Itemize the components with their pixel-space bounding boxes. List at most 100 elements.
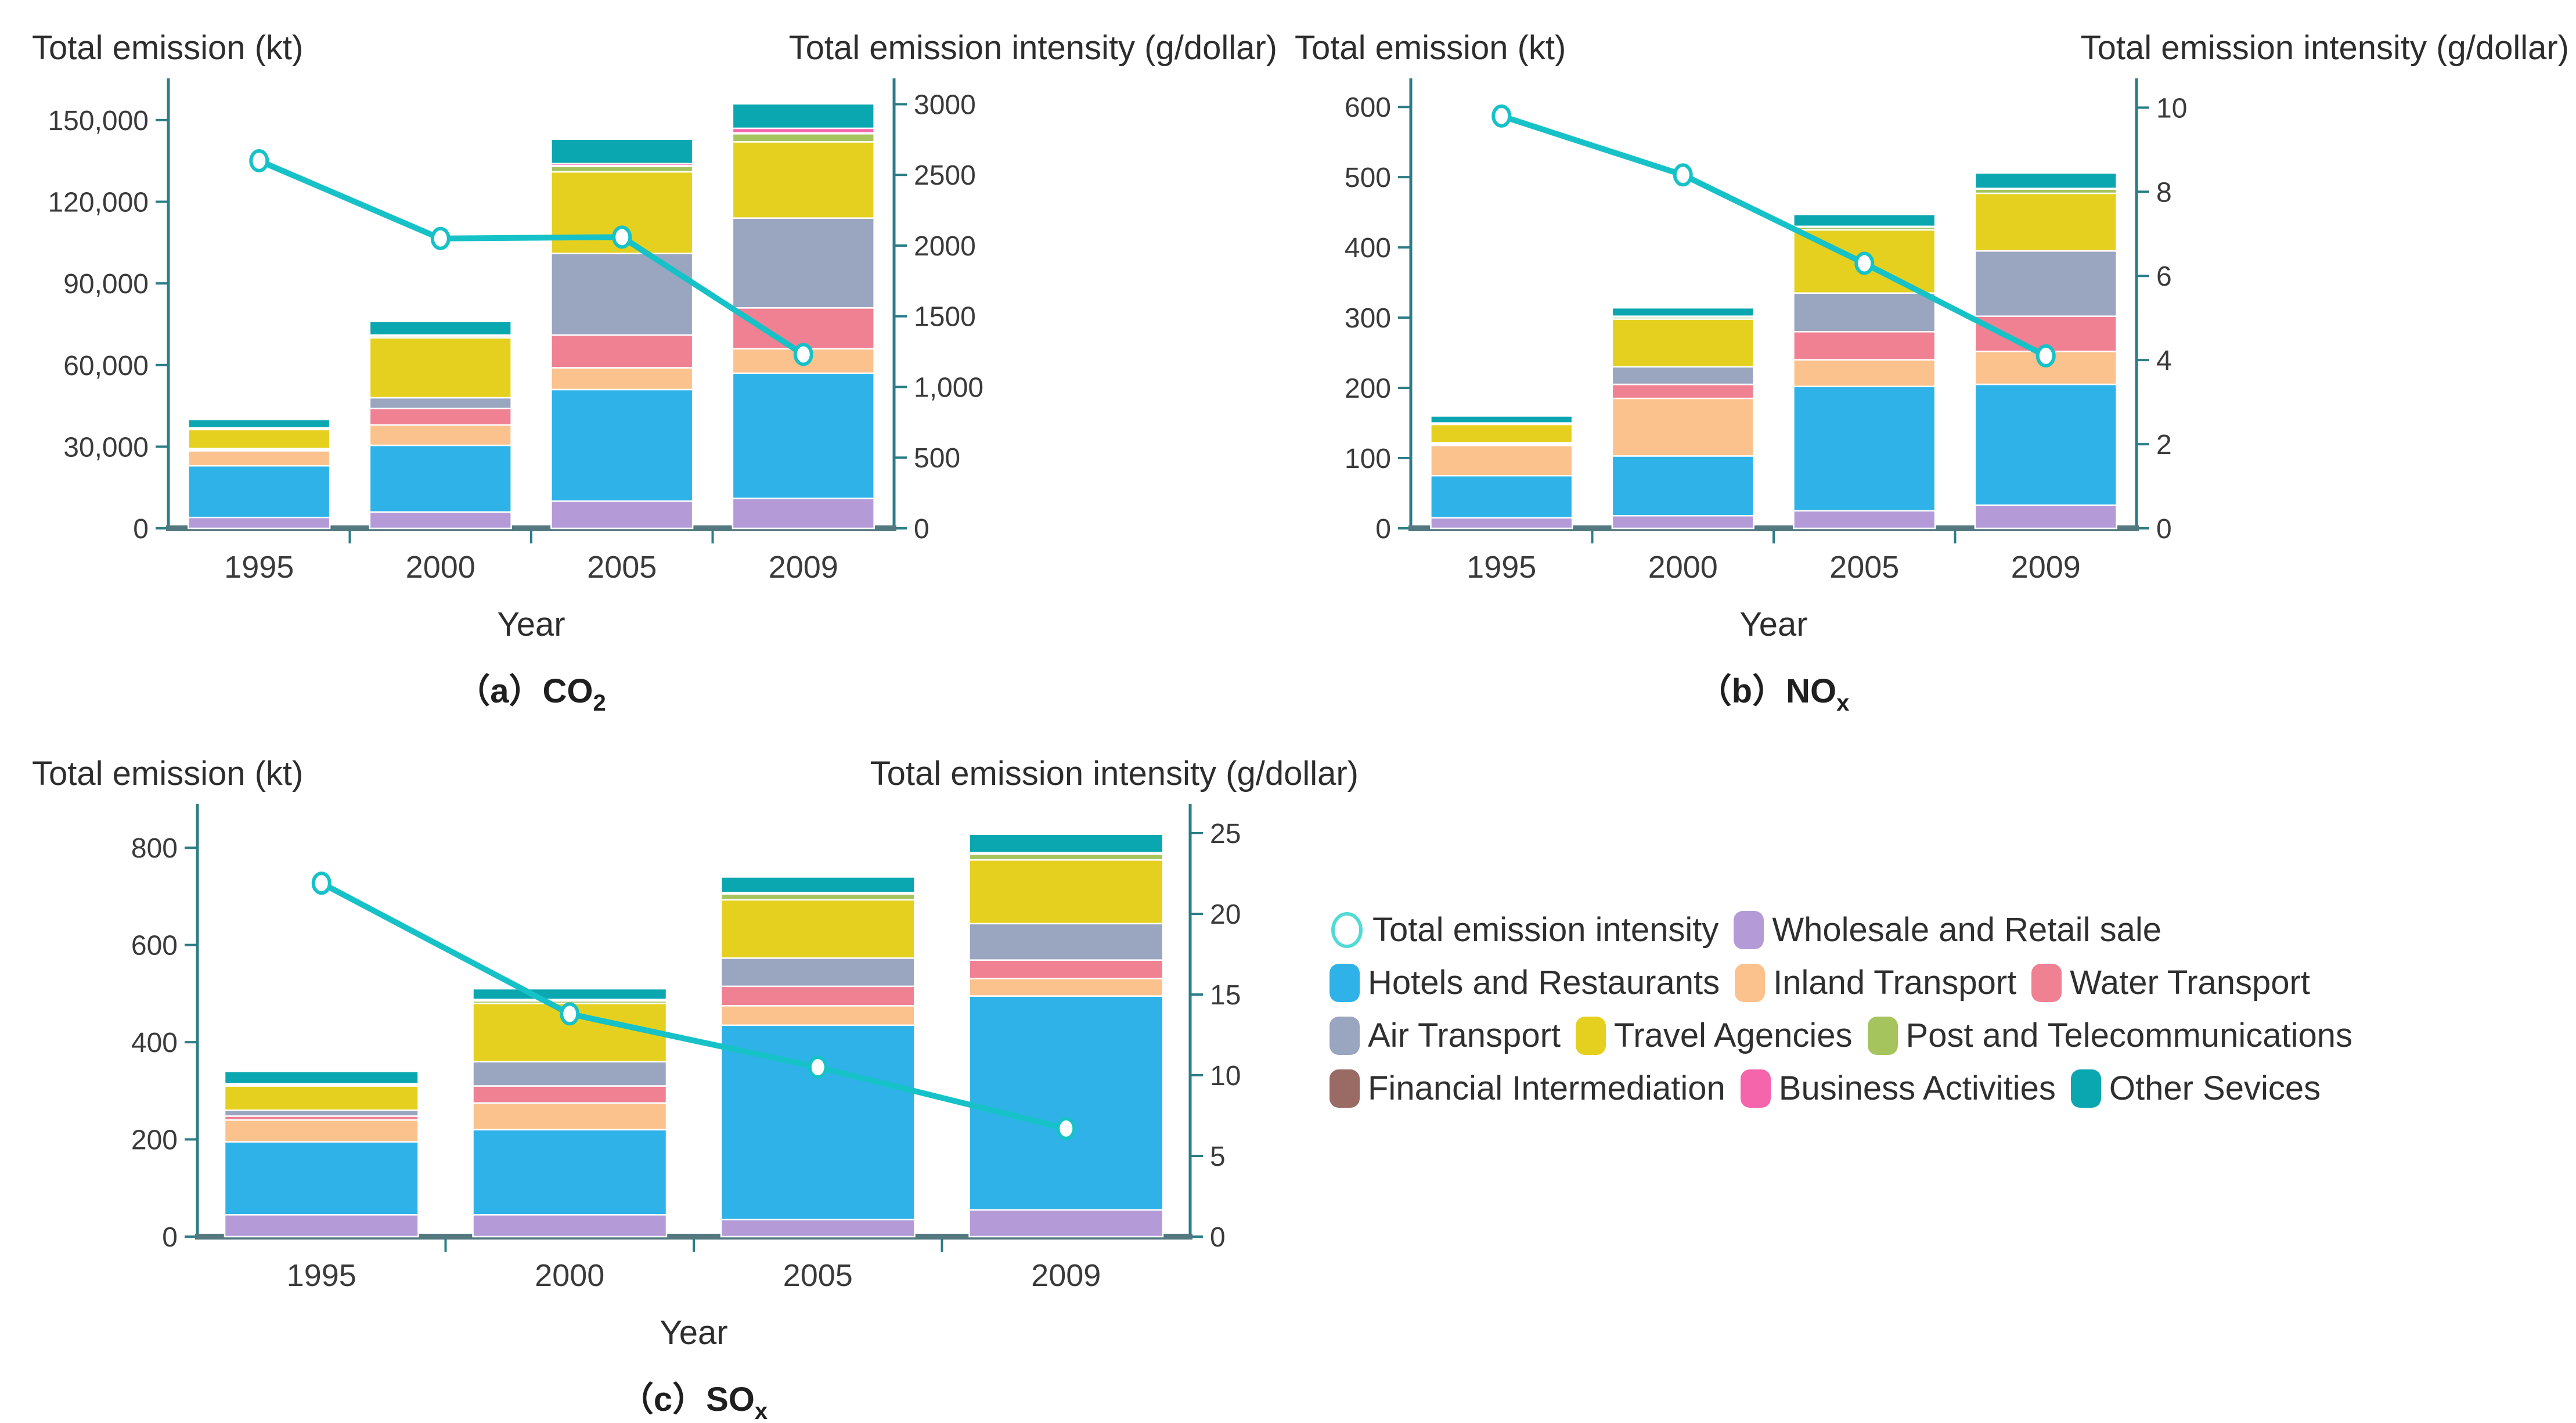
bar-segment-air xyxy=(1974,250,2117,317)
bar-segment-water xyxy=(369,408,512,426)
bar-segment-travel xyxy=(369,337,512,399)
bar-segment-inland xyxy=(720,1005,916,1026)
right-tick-label: 3000 xyxy=(914,89,976,120)
intensity-line xyxy=(256,157,806,358)
legend-label: Business Activities xyxy=(1778,1069,2056,1107)
left-tick-label: 90,000 xyxy=(63,269,149,300)
x-tick-label: 1995 xyxy=(1467,550,1536,585)
intensity-marker xyxy=(1056,1116,1076,1140)
right-tick-label: 6 xyxy=(2156,261,2172,292)
left-tick-label: 300 xyxy=(1345,303,1391,334)
bar-segment-travel xyxy=(224,1085,419,1111)
chart-caption: （b）NOx xyxy=(1698,672,1850,716)
travel-swatch-icon xyxy=(1576,1016,1606,1055)
legend-item-other: Other Sevices xyxy=(2070,1069,2321,1108)
left-tick-label: 0 xyxy=(1375,514,1391,545)
chart-nox: Total emission (kt) Total emission intens… xyxy=(1295,29,2569,716)
financial-swatch-icon xyxy=(1330,1069,1360,1108)
bar-segment-hotels xyxy=(732,372,875,499)
bar-segment-inland xyxy=(188,450,331,467)
right-tick-label: 10 xyxy=(1210,1061,1241,1091)
x-tick-label: 2000 xyxy=(1648,550,1718,585)
axis-title-right: Total emission intensity (g/dollar) xyxy=(2081,29,2569,67)
wholesale-swatch-icon xyxy=(1734,910,1764,949)
bar-segment-other xyxy=(1793,214,1936,228)
bar-segment-wholesale xyxy=(550,500,694,529)
right-tick-label: 20 xyxy=(1210,899,1241,930)
chart-caption: （c）SOx xyxy=(620,1381,768,1423)
x-tick-label: 1995 xyxy=(287,1258,356,1293)
intensity-marker-icon xyxy=(1331,912,1363,948)
bar-segment-wholesale xyxy=(1430,517,1573,529)
bar-segment-other xyxy=(472,988,668,1000)
bar-segment-water xyxy=(550,334,694,369)
bar-2005 xyxy=(550,138,694,529)
right-tick-label: 8 xyxy=(2156,177,2172,208)
left-tick-label: 600 xyxy=(1345,92,1391,123)
left-tick-label: 100 xyxy=(1345,444,1391,474)
bar-segment-water xyxy=(732,307,875,350)
hotels-swatch-icon xyxy=(1330,963,1360,1002)
intensity-marker xyxy=(1491,104,1512,128)
bar-segment-post xyxy=(732,133,875,143)
bar-segment-other xyxy=(968,833,1164,853)
legend-row: Financial Intermediation Business Activit… xyxy=(1330,1069,2368,1108)
bar-segment-air xyxy=(224,1109,419,1117)
bar-segment-air xyxy=(472,1061,668,1087)
intensity-marker xyxy=(249,149,269,172)
intensity-marker xyxy=(311,871,332,895)
bar-segment-air xyxy=(1793,292,1936,333)
right-tick-label: 0 xyxy=(1210,1222,1226,1253)
bar-segment-hotels xyxy=(550,388,694,502)
bar-segment-wholesale xyxy=(1611,514,1754,529)
intensity-marker xyxy=(430,226,451,250)
right-tick-label: 500 xyxy=(914,443,960,474)
intensity-marker xyxy=(2035,344,2056,368)
bar-segment-water xyxy=(968,959,1164,979)
axis-title-right: Total emission intensity (g/dollar) xyxy=(870,755,1359,792)
bar-segment-hotels xyxy=(1430,475,1573,519)
legend-label: Inland Transport xyxy=(1773,964,2017,1001)
left-tick-label: 400 xyxy=(131,1028,178,1058)
x-tick-label: 2000 xyxy=(406,550,475,585)
intensity-marker xyxy=(612,225,632,249)
left-tick-label: 0 xyxy=(162,1222,178,1253)
bar-2009 xyxy=(968,833,1164,1238)
inland-swatch-icon xyxy=(1735,963,1766,1002)
legend-row: Air Transport Travel Agencies Post and Tel… xyxy=(1330,1016,2368,1055)
legend-label: Air Transport xyxy=(1368,1017,1561,1054)
bar-segment-air xyxy=(732,217,875,309)
legend-label: Total emission intensity xyxy=(1372,911,1719,949)
bar-segment-other xyxy=(188,419,331,429)
legend-label: Hotels and Restaurants xyxy=(1368,964,1720,1001)
left-tick-label: 400 xyxy=(1345,233,1391,264)
bar-segment-wholesale xyxy=(369,511,512,529)
legend-item-inland: Inland Transport xyxy=(1735,963,2016,1002)
intensity-line xyxy=(1498,113,2049,359)
legend-item-hotels: Hotels and Restaurants xyxy=(1330,963,1720,1002)
bar-segment-post xyxy=(720,893,916,901)
bar-segment-post xyxy=(550,165,694,173)
legend-label: Post and Telecommunications xyxy=(1905,1017,2352,1054)
intensity-marker xyxy=(560,1002,580,1026)
right-tick-label: 1,000 xyxy=(914,372,983,403)
right-tick-label: 5 xyxy=(1210,1141,1226,1172)
x-tick-label: 2005 xyxy=(587,550,657,585)
bar-2000 xyxy=(1611,307,1754,529)
legend-label: Wholesale and Retail sale xyxy=(1772,911,2161,949)
bar-segment-wholesale xyxy=(732,498,875,529)
legend-label: Water Transport xyxy=(2070,964,2310,1001)
right-tick-label: 2500 xyxy=(914,160,976,191)
bar-segment-water xyxy=(1793,331,1936,361)
bar-segment-air xyxy=(720,957,916,988)
legend-item-line: Total emission intensity xyxy=(1330,910,1718,949)
bar-segment-wholesale xyxy=(1793,510,1936,529)
left-tick-label: 30,000 xyxy=(63,432,149,463)
bar-2000 xyxy=(369,320,512,529)
bar-segment-inland xyxy=(1430,445,1573,477)
bar-segment-other xyxy=(369,320,512,336)
bar-segment-post xyxy=(968,853,1164,861)
bar-segment-travel xyxy=(720,899,916,959)
bar-1995 xyxy=(224,1071,419,1238)
x-tick-label: 2005 xyxy=(783,1258,853,1293)
